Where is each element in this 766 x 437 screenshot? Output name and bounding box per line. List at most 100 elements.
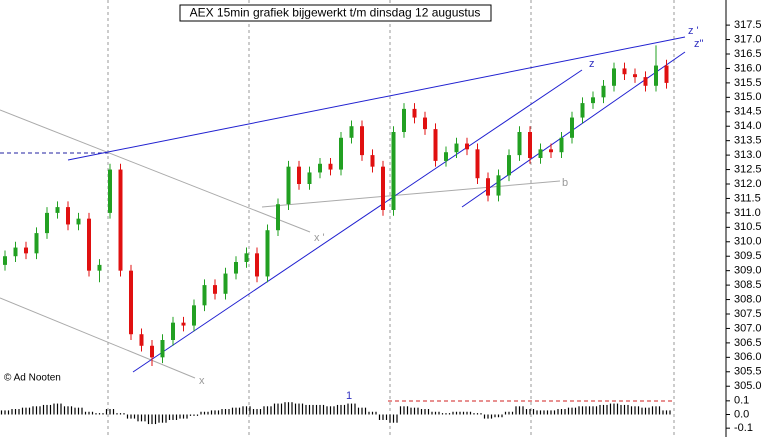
y-tick-label: 314.0 xyxy=(734,120,762,132)
y-tick-label: 305.0 xyxy=(734,380,762,392)
annotation: z" xyxy=(694,38,704,50)
gray-trendlines xyxy=(0,109,561,379)
candle-body xyxy=(486,178,490,196)
candle-body xyxy=(654,65,658,86)
y-tick-label: 0.1 xyxy=(734,395,749,407)
candle-body xyxy=(108,169,112,213)
candle-body xyxy=(412,108,417,118)
candle-body xyxy=(339,137,343,170)
y-tick-label: 0.0 xyxy=(734,408,749,420)
y-tick-label: 313.0 xyxy=(734,149,762,161)
candle-body xyxy=(160,340,165,358)
candle-body xyxy=(454,143,459,153)
candle-body xyxy=(139,334,144,346)
candle-body xyxy=(402,108,406,132)
candle-body xyxy=(181,322,186,326)
y-tick-label: 317.0 xyxy=(734,33,762,45)
candle-body xyxy=(13,247,18,257)
candle-body xyxy=(255,253,259,277)
candle-body xyxy=(171,322,175,340)
y-tick-label: 309.5 xyxy=(734,250,762,262)
y-tick-label: 316.0 xyxy=(734,62,762,74)
candle-body xyxy=(538,149,543,158)
candle-body xyxy=(45,212,49,234)
y-tick-label: 317.5 xyxy=(734,19,762,31)
candle-body xyxy=(118,169,123,271)
candle-body xyxy=(276,204,280,231)
y-tick-label: 307.5 xyxy=(734,308,762,320)
candle-body xyxy=(297,166,301,184)
y-tick-label: 308.5 xyxy=(734,279,762,291)
y-tick-label: 312.5 xyxy=(734,163,762,175)
candle-body xyxy=(34,233,39,254)
y-tick-label: -0.1 xyxy=(734,422,753,434)
annotation: 1 xyxy=(346,390,352,402)
candle-body xyxy=(580,103,585,118)
y-tick-label: 313.5 xyxy=(734,135,762,147)
candle-body xyxy=(129,270,133,335)
candle-body xyxy=(591,97,595,104)
y-tick-label: 314.5 xyxy=(734,106,762,118)
candle-body xyxy=(391,132,396,210)
credit: © Ad Nooten xyxy=(4,373,61,384)
title-box xyxy=(179,4,492,22)
candle-body xyxy=(286,166,291,205)
candle-body xyxy=(234,262,238,274)
candle-body xyxy=(664,65,669,83)
y-tick-label: 315.5 xyxy=(734,77,762,89)
candle-body xyxy=(622,68,627,75)
candle-body xyxy=(559,137,564,153)
candle-body xyxy=(55,207,60,213)
candle-body xyxy=(244,253,249,262)
y-tick-label: 307.0 xyxy=(734,322,762,334)
candle-body xyxy=(318,163,322,173)
candle-body xyxy=(349,126,354,138)
candle-body xyxy=(633,74,637,78)
candle-body xyxy=(570,117,574,138)
candle-body xyxy=(66,207,70,225)
y-tick-label: 315.0 xyxy=(734,91,762,103)
candle-body xyxy=(192,305,196,326)
annotation: z ' xyxy=(688,25,699,37)
annotation: b xyxy=(562,177,568,189)
y-tick-label: 306.0 xyxy=(734,351,762,363)
candle-body xyxy=(150,345,154,358)
candle-body xyxy=(265,230,270,277)
y-tick-label: 311.0 xyxy=(734,207,761,219)
candle-body xyxy=(213,285,217,294)
y-tick-label: 312.0 xyxy=(734,178,762,190)
y-tick-label: 309.0 xyxy=(734,265,762,277)
y-tick-label: 310.0 xyxy=(734,236,762,248)
y-tick-label: 311.5 xyxy=(734,192,761,204)
candle-body xyxy=(360,126,364,156)
candle-body xyxy=(601,85,606,98)
y-tick-label: 310.5 xyxy=(734,221,762,233)
y-tick-label: 305.5 xyxy=(734,366,762,378)
candle-body xyxy=(475,149,480,179)
candle-body xyxy=(507,155,511,176)
y-tick-label: 306.5 xyxy=(734,337,762,349)
candle-body xyxy=(24,247,28,254)
candle-body xyxy=(528,132,532,158)
candle-body xyxy=(381,166,385,210)
candle-body xyxy=(3,256,7,265)
annotation: x ' xyxy=(314,232,325,244)
candle-body xyxy=(433,129,438,161)
candle-body xyxy=(465,143,469,150)
candle-body xyxy=(423,117,427,130)
annotation: x xyxy=(199,375,205,387)
y-tick-label: 316.5 xyxy=(734,48,762,60)
day-separators xyxy=(107,0,675,437)
candle-body xyxy=(97,264,102,271)
candle-body xyxy=(496,175,501,196)
candle-body xyxy=(202,285,207,306)
annotation: z xyxy=(589,58,595,70)
candle-body xyxy=(370,155,375,167)
candle-body xyxy=(643,77,648,86)
candle-body xyxy=(612,68,616,86)
chart-title: AEX 15min grafiek bijgewerkt t/m dinsdag… xyxy=(190,6,481,20)
candle-body xyxy=(223,273,228,294)
candle-body xyxy=(307,172,312,184)
